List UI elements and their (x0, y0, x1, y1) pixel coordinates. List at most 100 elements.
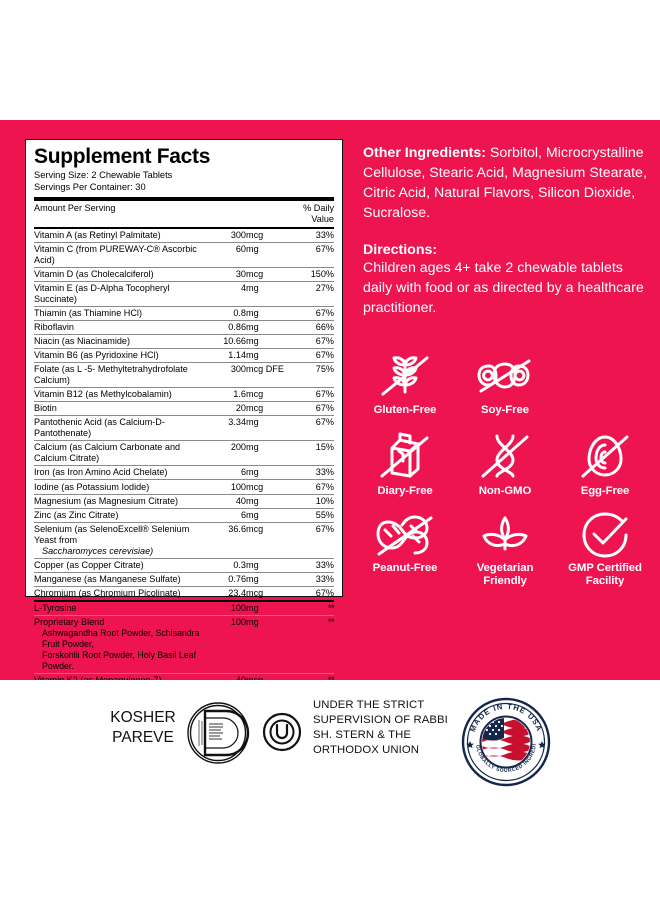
nutrient-unit: mg (246, 440, 288, 467)
nutrient-amount: 6 (212, 508, 246, 523)
nutrient-unit: mg (246, 558, 288, 573)
nutrient-amount: 1.6 (212, 387, 246, 403)
nutrient-amount: 3.34 (212, 415, 246, 442)
nutrient-daily-value: 33% (288, 558, 334, 573)
nutrient-unit: mg (246, 334, 288, 350)
table-row: Proprietary Blend Ashwagandha Root Powder… (34, 615, 335, 674)
badge-soy-free: Soy-Free (455, 352, 555, 417)
nutrient-name: Thiamin (as Thiamine HCl) (34, 306, 212, 321)
nutrient-daily-value: 75% (288, 362, 334, 389)
table-row: Vitamin A (as Retinyl Palmitate) 300 mcg 33… (34, 227, 334, 243)
nutrient-daily-value: 67% (288, 242, 334, 268)
nutrient-name: Folate (as L -5- Methyltetrahydrofolate … (34, 362, 212, 389)
badge-row-2: Diary-Free Non-GMO Egg-Fr (355, 431, 655, 498)
table-row: Thiamin (as Thiamine HCl) 0.8 mg 67% (34, 306, 334, 321)
veg-line-2: Friendly (483, 575, 527, 588)
nutrient-amount: 100 (212, 479, 246, 495)
nutrient-amount: 4 (212, 281, 246, 307)
other-ingredients-heading: Other Ingredients: (363, 145, 486, 161)
nutrient-daily-value: 67% (288, 401, 334, 417)
attribute-badges: Gluten-Free Soy-Free (355, 352, 655, 589)
nutrient-name: Vitamin B12 (as Methylcobalamin) (34, 387, 212, 403)
badge-vegetarian-friendly: Vegetarian Friendly (455, 512, 555, 589)
nutrient-amount: 1.14 (212, 348, 246, 364)
nutrient-daily-value: 55% (288, 508, 334, 523)
peanut-crossed-icon (376, 515, 433, 556)
milk-carton-crossed-icon (380, 432, 429, 478)
table-row: Pantothenic Acid (as Calcium-D-Pantothen… (34, 415, 334, 442)
nutrient-unit: mcg (246, 401, 288, 417)
ingredient-name: L-Tyrosine (34, 599, 212, 617)
nutrient-name: Calcium (as Calcium Carbonate and Calciu… (34, 440, 212, 467)
nutrient-amount: 0.8 (212, 306, 246, 321)
nutrient-daily-value: 15% (288, 440, 334, 467)
table-row: Vitamin C (from PUREWAY-C® Ascorbic Acid… (34, 242, 334, 268)
rabbi-stern-kosher-seal-icon (187, 702, 250, 764)
dna-crossed-icon (481, 434, 529, 478)
col-header-amount: Amount Per Serving (34, 196, 212, 229)
nutrient-unit: mg (246, 306, 288, 321)
badge-label-vegetarian-friendly: Vegetarian Friendly (477, 562, 534, 589)
nutrient-unit: mcg (246, 227, 288, 243)
leaf-plant-icon (482, 516, 528, 551)
table-row: Chromium (as Chromium Picolinate) 23.4 mcg… (34, 586, 334, 602)
col-header-unit-blank (246, 196, 288, 229)
nutrient-name: Niacin (as Niacinamide) (34, 334, 212, 350)
directions-heading: Directions: (363, 241, 438, 258)
table-header-row: Amount Per Serving % Daily Value (34, 196, 334, 229)
nutrient-unit: mg (246, 281, 288, 307)
col-header-amt-blank (212, 196, 246, 229)
nutrient-name: Pantothenic Acid (as Calcium-D-Pantothen… (34, 415, 212, 442)
soybean-crossed-icon (477, 359, 531, 393)
ingredient-unit: mg (246, 615, 288, 674)
nutrient-amount: 23.4 (212, 586, 246, 602)
nutrient-name: Riboflavin (34, 320, 212, 336)
nutrient-unit: mg (246, 242, 288, 268)
wheat-crossed-icon (381, 356, 429, 396)
egg-crossed-icon (581, 435, 629, 478)
nutrient-daily-value: 67% (288, 586, 334, 602)
nutrient-amount: 60 (212, 242, 246, 268)
table-row: Calcium (as Calcium Carbonate and Calciu… (34, 440, 334, 467)
nutrient-amount: 6 (212, 465, 246, 481)
nutrient-amount: 300 (212, 227, 246, 243)
nutrient-daily-value: 67% (288, 306, 334, 321)
check-circle-icon (582, 512, 628, 558)
badge-gluten-free: Gluten-Free (355, 352, 455, 417)
nutrient-unit: mg (246, 508, 288, 523)
nutrient-amount: 40 (212, 494, 246, 509)
table-row: Manganese (as Manganese Sulfate) 0.76 mg 33… (34, 572, 334, 587)
nutrient-unit: mcg DFE (246, 362, 288, 389)
nutrient-name: Vitamin A (as Retinyl Palmitate) (34, 227, 212, 243)
table-row: Vitamin E (as D-Alpha Tocopheryl Succina… (34, 281, 334, 307)
nutrient-amount: 300 (212, 362, 246, 389)
nutrient-daily-value: 33% (288, 227, 334, 243)
made-in-usa-seal-icon: MADE IN THE USA WITH GLOBALLY SOURCED IN… (460, 696, 551, 787)
nutrient-daily-value: 33% (288, 572, 334, 587)
nutrient-name: Vitamin C (from PUREWAY-C® Ascorbic Acid… (34, 242, 212, 268)
gmp-line-1: GMP Certified (568, 561, 642, 574)
other-ingredients-body: Sorbitol, Microcrystalline Cellulose, St… (363, 145, 647, 222)
other-ingredients-block: Other Ingredients: Sorbitol, Microcrysta… (363, 143, 648, 224)
servings-per-container: Servings Per Container: 30 (34, 181, 146, 192)
nutrient-name: Vitamin B6 (as Pyridoxine HCl) (34, 348, 212, 364)
table-row: Folate (as L -5- Methyltetrahydrofolate … (34, 362, 334, 389)
table-body-nutrients: Vitamin A (as Retinyl Palmitate) 300 mcg 33… (34, 227, 334, 602)
table-body-other: L-Tyrosine 100 mg ** Proprietary Blend Ashwag… (34, 599, 335, 688)
kosher-pareve-text: KOSHER PAREVE (88, 708, 198, 747)
badge-label-gluten-free: Gluten-Free (373, 404, 437, 416)
table-row: Iron (as Iron Amino Acid Chelate) 6 mg 33% (34, 465, 334, 481)
nutrient-unit: mg (246, 494, 288, 509)
nutrient-unit: mcg (246, 586, 288, 602)
nutrient-amount: 0.86 (212, 320, 246, 336)
nutrient-name: Iron (as Iron Amino Acid Chelate) (34, 465, 212, 481)
kosher-line-1: KOSHER (110, 709, 176, 726)
table-row: Zinc (as Zinc Citrate) 6 mg 55% (34, 508, 334, 523)
ingredient-amount: 100 (212, 615, 246, 674)
table-row: Iodine (as Potassium Iodide) 100 mcg 67% (34, 479, 334, 495)
nutrient-daily-value: 67% (288, 479, 334, 495)
nutrient-unit: mcg (246, 267, 288, 282)
nutrient-name: Iodine (as Potassium Iodide) (34, 479, 212, 495)
blend-sub-line-2: Forskohlii Root Powder, Holy Basil Leaf … (42, 649, 197, 671)
nutrient-daily-value: 33% (288, 465, 334, 481)
